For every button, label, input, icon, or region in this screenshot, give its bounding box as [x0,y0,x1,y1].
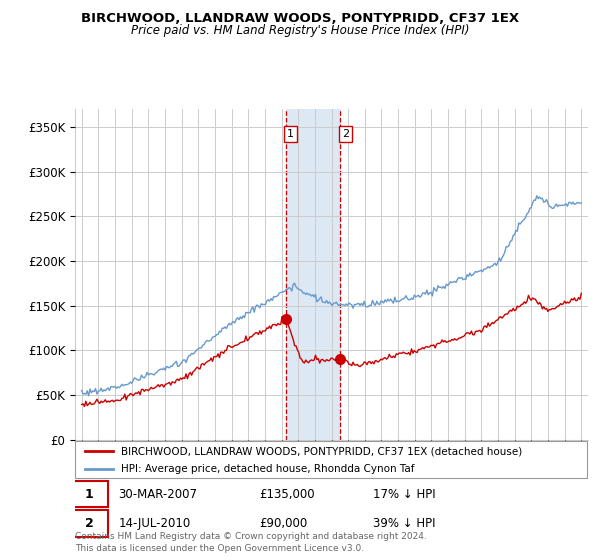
Text: 1: 1 [287,129,294,139]
Text: 39% ↓ HPI: 39% ↓ HPI [373,517,435,530]
Text: 2: 2 [342,129,349,139]
Text: 1: 1 [85,488,94,501]
Text: 14-JUL-2010: 14-JUL-2010 [119,517,191,530]
Text: 30-MAR-2007: 30-MAR-2007 [119,488,197,501]
Text: HPI: Average price, detached house, Rhondda Cynon Taf: HPI: Average price, detached house, Rhon… [121,464,415,474]
Text: 17% ↓ HPI: 17% ↓ HPI [373,488,435,501]
Text: BIRCHWOOD, LLANDRAW WOODS, PONTYPRIDD, CF37 1EX: BIRCHWOOD, LLANDRAW WOODS, PONTYPRIDD, C… [81,12,519,25]
Text: BIRCHWOOD, LLANDRAW WOODS, PONTYPRIDD, CF37 1EX (detached house): BIRCHWOOD, LLANDRAW WOODS, PONTYPRIDD, C… [121,446,523,456]
Text: £90,000: £90,000 [260,517,308,530]
Text: Price paid vs. HM Land Registry's House Price Index (HPI): Price paid vs. HM Land Registry's House … [131,24,469,36]
Text: Contains HM Land Registry data © Crown copyright and database right 2024.
This d: Contains HM Land Registry data © Crown c… [75,532,427,553]
FancyBboxPatch shape [70,510,109,537]
FancyBboxPatch shape [75,441,587,478]
FancyBboxPatch shape [70,481,109,507]
Text: £135,000: £135,000 [260,488,316,501]
Text: 2: 2 [85,517,94,530]
Bar [286,109,340,440]
